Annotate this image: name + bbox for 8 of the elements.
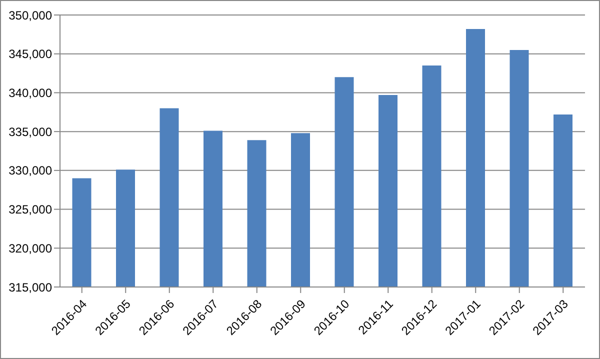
y-tick-label: 335,000: [8, 124, 52, 139]
y-tick-label: 350,000: [8, 8, 52, 22]
y-tick-label: 315,000: [8, 280, 52, 294]
y-tick-label: 340,000: [8, 86, 52, 100]
y-tick-label: 320,000: [8, 241, 52, 256]
y-tick-label: 330,000: [8, 164, 52, 178]
y-tick-label: 325,000: [8, 202, 52, 217]
y-tick-label: 345,000: [8, 47, 52, 62]
